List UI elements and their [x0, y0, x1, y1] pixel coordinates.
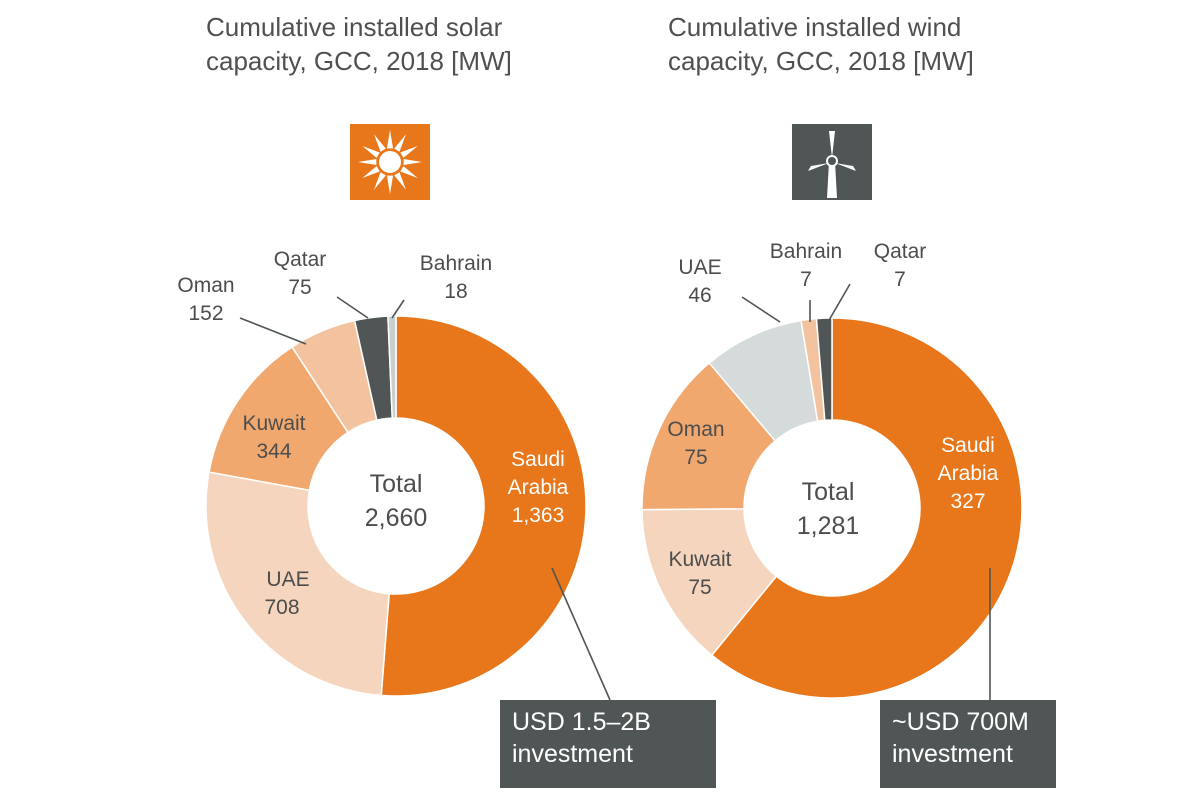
- sun-ray: [403, 158, 422, 166]
- solar-total-value: 2,660: [365, 504, 428, 532]
- solar-title-line2: capacity, GCC, 2018 [MW]: [206, 46, 512, 76]
- solar-qatar-leader: [336, 296, 369, 319]
- solar-callout-line1: USD 1.5–2B: [512, 708, 651, 736]
- solar-label-bahrain-value: 18: [444, 280, 467, 303]
- wind-donut-chart: [641, 317, 1023, 699]
- wind-uae-leader: [741, 296, 781, 323]
- sun-ray: [374, 134, 386, 152]
- sun-ray: [386, 130, 394, 149]
- solar-label-saudi-1: Saudi: [511, 448, 565, 471]
- wind-label-oman-value: 75: [684, 446, 707, 469]
- wind-turbine-icon: [792, 124, 872, 200]
- solar-label-uae: UAE: [266, 568, 309, 591]
- wind-title-line2: capacity, GCC, 2018 [MW]: [668, 46, 974, 76]
- wind-label-bahrain: Bahrain: [770, 240, 842, 263]
- solar-label-qatar-value: 75: [288, 276, 311, 299]
- solar-donut-chart: [205, 315, 587, 697]
- wind-slice-saudi-arabia: [710, 317, 1023, 699]
- sun-ray: [358, 158, 377, 166]
- sun-ray: [394, 172, 406, 190]
- solar-investment-callout: USD 1.5–2B investment: [500, 700, 716, 788]
- wind-label-qatar-value: 7: [894, 268, 906, 291]
- solar-total-label: Total: [370, 470, 423, 498]
- wind-chart-title: Cumulative installed wind capacity, GCC,…: [668, 10, 1088, 78]
- sun-ray: [386, 175, 394, 194]
- wind-investment-callout: ~USD 700M investment: [880, 700, 1056, 788]
- leader-lines: [239, 283, 991, 701]
- wind-callout-line1: ~USD 700M: [892, 708, 1029, 736]
- wind-label-saudi-1: Saudi: [941, 434, 995, 457]
- solar-slice-uae: [205, 471, 390, 697]
- wind-total-value: 1,281: [797, 512, 860, 540]
- solar-label-kuwait: Kuwait: [242, 412, 305, 435]
- solar-label-kuwait-value: 344: [256, 440, 291, 463]
- sun-ray: [374, 172, 386, 190]
- solar-slice-saudi-arabia: [380, 315, 587, 697]
- wind-label-kuwait: Kuwait: [668, 548, 731, 571]
- sun-ray: [400, 166, 418, 178]
- solar-label-saudi-2: Arabia: [508, 476, 569, 499]
- wind-slice-oman: [641, 361, 777, 511]
- solar-label-bahrain: Bahrain: [420, 252, 492, 275]
- solar-label-oman-value: 152: [188, 302, 223, 325]
- wind-label-uae-value: 46: [688, 284, 711, 307]
- wind-label-saudi-value: 327: [950, 490, 985, 513]
- solar-callout-line2: investment: [512, 740, 633, 768]
- solar-label-oman: Oman: [177, 274, 234, 297]
- wind-label-kuwait-value: 75: [688, 576, 711, 599]
- wind-label-saudi-2: Arabia: [938, 462, 999, 485]
- wind-label-bahrain-value: 7: [800, 268, 812, 291]
- wind-label-oman: Oman: [667, 418, 724, 441]
- wind-label-qatar: Qatar: [874, 240, 927, 263]
- wind-slice-qatar: [815, 317, 833, 422]
- sun-icon: [350, 124, 430, 200]
- sun-ray: [362, 146, 380, 158]
- solar-oman-leader: [239, 317, 307, 345]
- wind-callout-line2: investment: [892, 740, 1013, 768]
- solar-label-saudi-value: 1,363: [512, 504, 565, 527]
- wind-total-label: Total: [802, 478, 855, 506]
- sun-ray: [394, 134, 406, 152]
- wind-slice-kuwait: [641, 508, 778, 657]
- wind-qatar-leader: [827, 283, 851, 323]
- sun-ray: [400, 146, 418, 158]
- solar-label-qatar: Qatar: [274, 248, 327, 271]
- wind-title-line1: Cumulative installed wind: [668, 12, 962, 42]
- sun-ray: [362, 166, 380, 178]
- solar-chart-title: Cumulative installed solar capacity, GCC…: [206, 10, 626, 78]
- solar-slice-bahrain: [387, 315, 397, 419]
- solar-callout-leader: [551, 567, 611, 701]
- solar-bahrain-leader: [391, 299, 405, 319]
- solar-label-uae-value: 708: [264, 596, 299, 619]
- wind-label-uae: UAE: [678, 256, 721, 279]
- solar-title-line1: Cumulative installed solar: [206, 12, 503, 42]
